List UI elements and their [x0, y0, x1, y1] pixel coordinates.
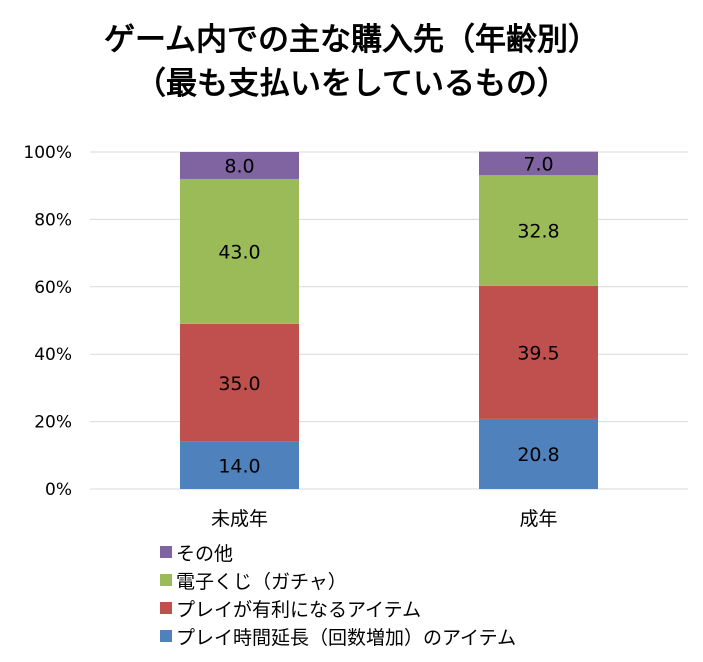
y-tick-label: 60%	[34, 278, 72, 298]
legend-label: その他	[176, 542, 234, 565]
chart-title-line1: ゲーム内での主な購入先（年齢別）	[103, 22, 600, 58]
y-tick-label: 0%	[45, 480, 72, 500]
legend-item: 電子くじ（ガチャ）	[160, 566, 516, 594]
bar-segment	[180, 152, 299, 179]
data-label: 32.8	[517, 221, 559, 243]
legend-swatch	[160, 630, 172, 642]
legend-item: プレイが有利になるアイテム	[160, 594, 516, 622]
chart-title-line2: （最も支払いをしているもの）	[134, 66, 569, 102]
x-category-label: 未成年	[211, 508, 268, 530]
bar-segment	[180, 323, 299, 442]
stacked-bar-chart: 0% 20% 40% 60% 80% 100% 14.0 35.0 43.0 8.0 未成年 20.8…	[23, 143, 688, 530]
legend-swatch	[160, 574, 172, 586]
y-tick-label: 100%	[23, 143, 72, 163]
y-tick-label: 80%	[34, 210, 72, 230]
bar-segment	[180, 441, 299, 489]
x-category-label: 成年	[519, 508, 557, 530]
legend-item: プレイ時間延長（回数増加）のアイテム	[160, 622, 516, 650]
bar-segment	[479, 151, 598, 176]
legend-label: プレイ時間延長（回数増加）のアイテム	[176, 626, 517, 649]
legend-swatch	[160, 546, 172, 558]
legend-item: その他	[160, 538, 516, 566]
chart-title: ゲーム内での主な購入先（年齢別） （最も支払いをしているもの）	[0, 18, 703, 106]
legend: その他電子くじ（ガチャ） プレイが有利になるアイテムプレイ時間延長（回数増加）のア…	[160, 538, 516, 650]
data-label: 35.0	[218, 373, 260, 395]
data-label: 14.0	[218, 455, 260, 477]
data-label: 8.0	[224, 155, 254, 177]
data-label: 43.0	[218, 241, 260, 263]
bar-segment	[479, 285, 598, 419]
y-tick-label: 40%	[34, 345, 72, 365]
bar-segment	[479, 418, 598, 489]
legend-swatch	[160, 602, 172, 614]
data-label: 7.0	[523, 153, 553, 175]
data-label: 39.5	[517, 342, 559, 364]
bar-segment	[479, 175, 598, 286]
legend-label: 電子くじ（ガチャ）	[176, 570, 347, 593]
legend-label: プレイが有利になるアイテム	[176, 598, 422, 621]
bar-segment	[180, 178, 299, 324]
y-tick-label: 20%	[34, 413, 72, 433]
data-label: 20.8	[517, 444, 559, 466]
